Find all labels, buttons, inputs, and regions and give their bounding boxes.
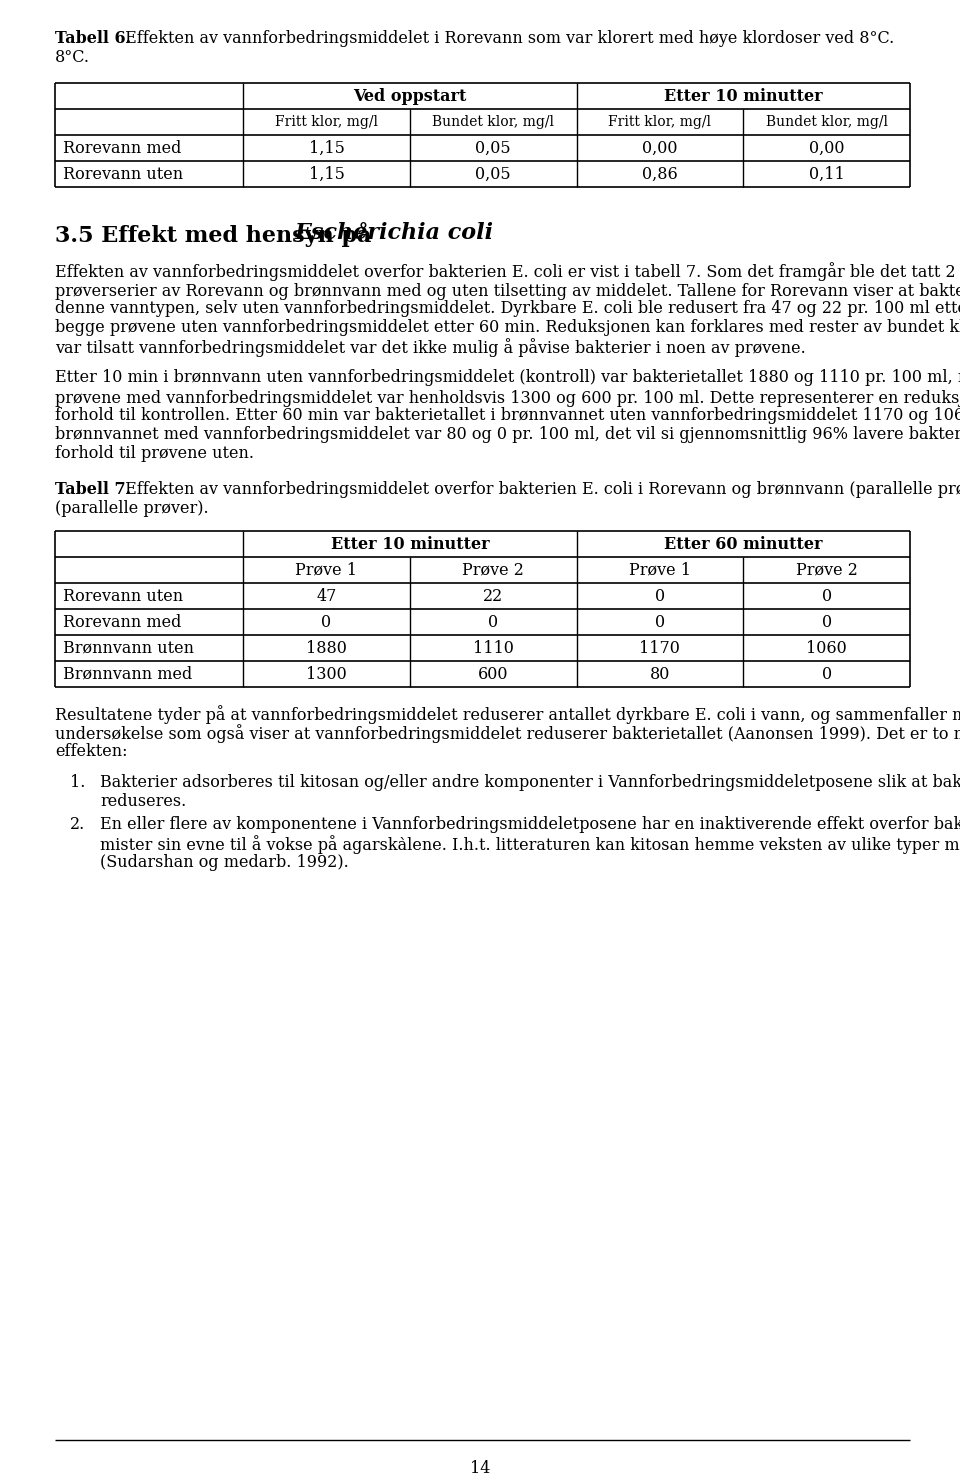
Text: Etter 10 minutter: Etter 10 minutter <box>330 535 490 553</box>
Text: 0,00: 0,00 <box>642 140 678 156</box>
Text: Rorevann uten: Rorevann uten <box>63 588 183 604</box>
Text: Brønnvann med: Brønnvann med <box>63 665 192 682</box>
Text: 0: 0 <box>488 613 498 631</box>
Text: Resultatene tyder på at vannforbedringsmiddelet reduserer antallet dyrkbare E. c: Resultatene tyder på at vannforbedringsm… <box>55 705 960 724</box>
Text: 1880: 1880 <box>306 640 347 656</box>
Text: 1,15: 1,15 <box>308 165 345 183</box>
Text: Tabell 6.: Tabell 6. <box>55 29 132 47</box>
Text: 0,00: 0,00 <box>809 140 845 156</box>
Text: Effekten av vannforbedringsmiddelet i Rorevann som var klorert med høye klordose: Effekten av vannforbedringsmiddelet i Ro… <box>120 29 894 47</box>
Text: undersøkelse som også viser at vannforbedringsmiddelet reduserer bakterietallet : undersøkelse som også viser at vannforbe… <box>55 724 960 743</box>
Text: begge prøvene uten vannforbedringsmiddelet etter 60 min. Reduksjonen kan forklar: begge prøvene uten vannforbedringsmiddel… <box>55 318 960 336</box>
Text: Prøve 2: Prøve 2 <box>796 562 857 578</box>
Text: Fritt klor, mg/l: Fritt klor, mg/l <box>609 115 711 130</box>
Text: 0: 0 <box>655 613 665 631</box>
Text: Etter 10 min i brønnvann uten vannforbedringsmiddelet (kontroll) var bakterietal: Etter 10 min i brønnvann uten vannforbed… <box>55 368 960 386</box>
Text: 80: 80 <box>650 665 670 682</box>
Text: (Sudarshan og medarb. 1992).: (Sudarshan og medarb. 1992). <box>100 853 348 871</box>
Text: Etter 60 minutter: Etter 60 minutter <box>664 535 823 553</box>
Text: 3.5 Effekt med hensyn på: 3.5 Effekt med hensyn på <box>55 223 379 248</box>
Text: Bundet klor, mg/l: Bundet klor, mg/l <box>766 115 888 130</box>
Text: 14: 14 <box>469 1461 491 1474</box>
Text: reduseres.: reduseres. <box>100 793 186 811</box>
Text: Etter 10 minutter: Etter 10 minutter <box>664 87 823 105</box>
Text: Rorevann uten: Rorevann uten <box>63 165 183 183</box>
Text: 1300: 1300 <box>306 665 347 682</box>
Text: effekten:: effekten: <box>55 743 128 761</box>
Text: Rorevann med: Rorevann med <box>63 613 181 631</box>
Text: Prøve 2: Prøve 2 <box>463 562 524 578</box>
Text: 8°C.: 8°C. <box>55 49 90 66</box>
Text: Prøve 1: Prøve 1 <box>629 562 691 578</box>
Text: var tilsatt vannforbedringsmiddelet var det ikke mulig å påvise bakterier i noen: var tilsatt vannforbedringsmiddelet var … <box>55 338 805 357</box>
Text: Bundet klor, mg/l: Bundet klor, mg/l <box>432 115 554 130</box>
Text: 1170: 1170 <box>639 640 681 656</box>
Text: 0: 0 <box>655 588 665 604</box>
Text: forhold til prøvene uten.: forhold til prøvene uten. <box>55 445 254 461</box>
Text: Effekten av vannforbedringsmiddelet overfor bakterien E. coli i Rorevann og brøn: Effekten av vannforbedringsmiddelet over… <box>120 481 960 498</box>
Text: 1.: 1. <box>70 774 85 792</box>
Text: 47: 47 <box>316 588 337 604</box>
Text: prøvene med vannforbedringsmiddelet var henholdsvis 1300 og 600 pr. 100 ml. Dett: prøvene med vannforbedringsmiddelet var … <box>55 388 960 407</box>
Text: 600: 600 <box>478 665 509 682</box>
Text: 0,11: 0,11 <box>808 165 845 183</box>
Text: prøverserier av Rorevann og brønnvann med og uten tilsetting av middelet. Tallen: prøverserier av Rorevann og brønnvann me… <box>55 282 960 299</box>
Text: 0: 0 <box>822 588 831 604</box>
Text: En eller flere av komponentene i Vannforbedringsmiddeletposene har en inaktivere: En eller flere av komponentene i Vannfor… <box>100 817 960 833</box>
Text: Bakterier adsorberes til kitosan og/eller andre komponenter i Vannforbedringsmid: Bakterier adsorberes til kitosan og/elle… <box>100 774 960 792</box>
Text: forhold til kontrollen. Etter 60 min var bakterietallet i brønnvannet uten vannf: forhold til kontrollen. Etter 60 min var… <box>55 407 960 425</box>
Text: Rorevann med: Rorevann med <box>63 140 181 156</box>
Text: 0,05: 0,05 <box>475 165 511 183</box>
Text: Effekten av vannforbedringsmiddelet overfor bakterien E. coli er vist i tabell 7: Effekten av vannforbedringsmiddelet over… <box>55 262 960 282</box>
Text: (parallelle prøver).: (parallelle prøver). <box>55 500 208 517</box>
Text: 0: 0 <box>822 613 831 631</box>
Text: 1,15: 1,15 <box>308 140 345 156</box>
Text: Tabell 7.: Tabell 7. <box>55 481 132 498</box>
Text: 2.: 2. <box>70 817 85 833</box>
Text: Prøve 1: Prøve 1 <box>296 562 357 578</box>
Text: Brønnvann uten: Brønnvann uten <box>63 640 194 656</box>
Text: 22: 22 <box>483 588 503 604</box>
Text: 0: 0 <box>822 665 831 682</box>
Text: mister sin evne til å vokse på agarskàlene. I.h.t. litteraturen kan kitosan hem: mister sin evne til å vokse på agarskàl… <box>100 834 960 853</box>
Text: 1060: 1060 <box>806 640 847 656</box>
Text: 0,05: 0,05 <box>475 140 511 156</box>
Text: Fritt klor, mg/l: Fritt klor, mg/l <box>275 115 378 130</box>
Text: brønnvannet med vannforbedringsmiddelet var 80 og 0 pr. 100 ml, det vil si gjenn: brønnvannet med vannforbedringsmiddelet … <box>55 426 960 444</box>
Text: Escherichia coli: Escherichia coli <box>295 223 494 245</box>
Text: 0,86: 0,86 <box>642 165 678 183</box>
Text: Ved oppstart: Ved oppstart <box>353 87 467 105</box>
Text: 1110: 1110 <box>472 640 514 656</box>
Text: 0: 0 <box>322 613 331 631</box>
Text: denne vanntypen, selv uten vannforbedringsmiddelet. Dyrkbare E. coli ble reduser: denne vanntypen, selv uten vannforbedrin… <box>55 301 960 317</box>
